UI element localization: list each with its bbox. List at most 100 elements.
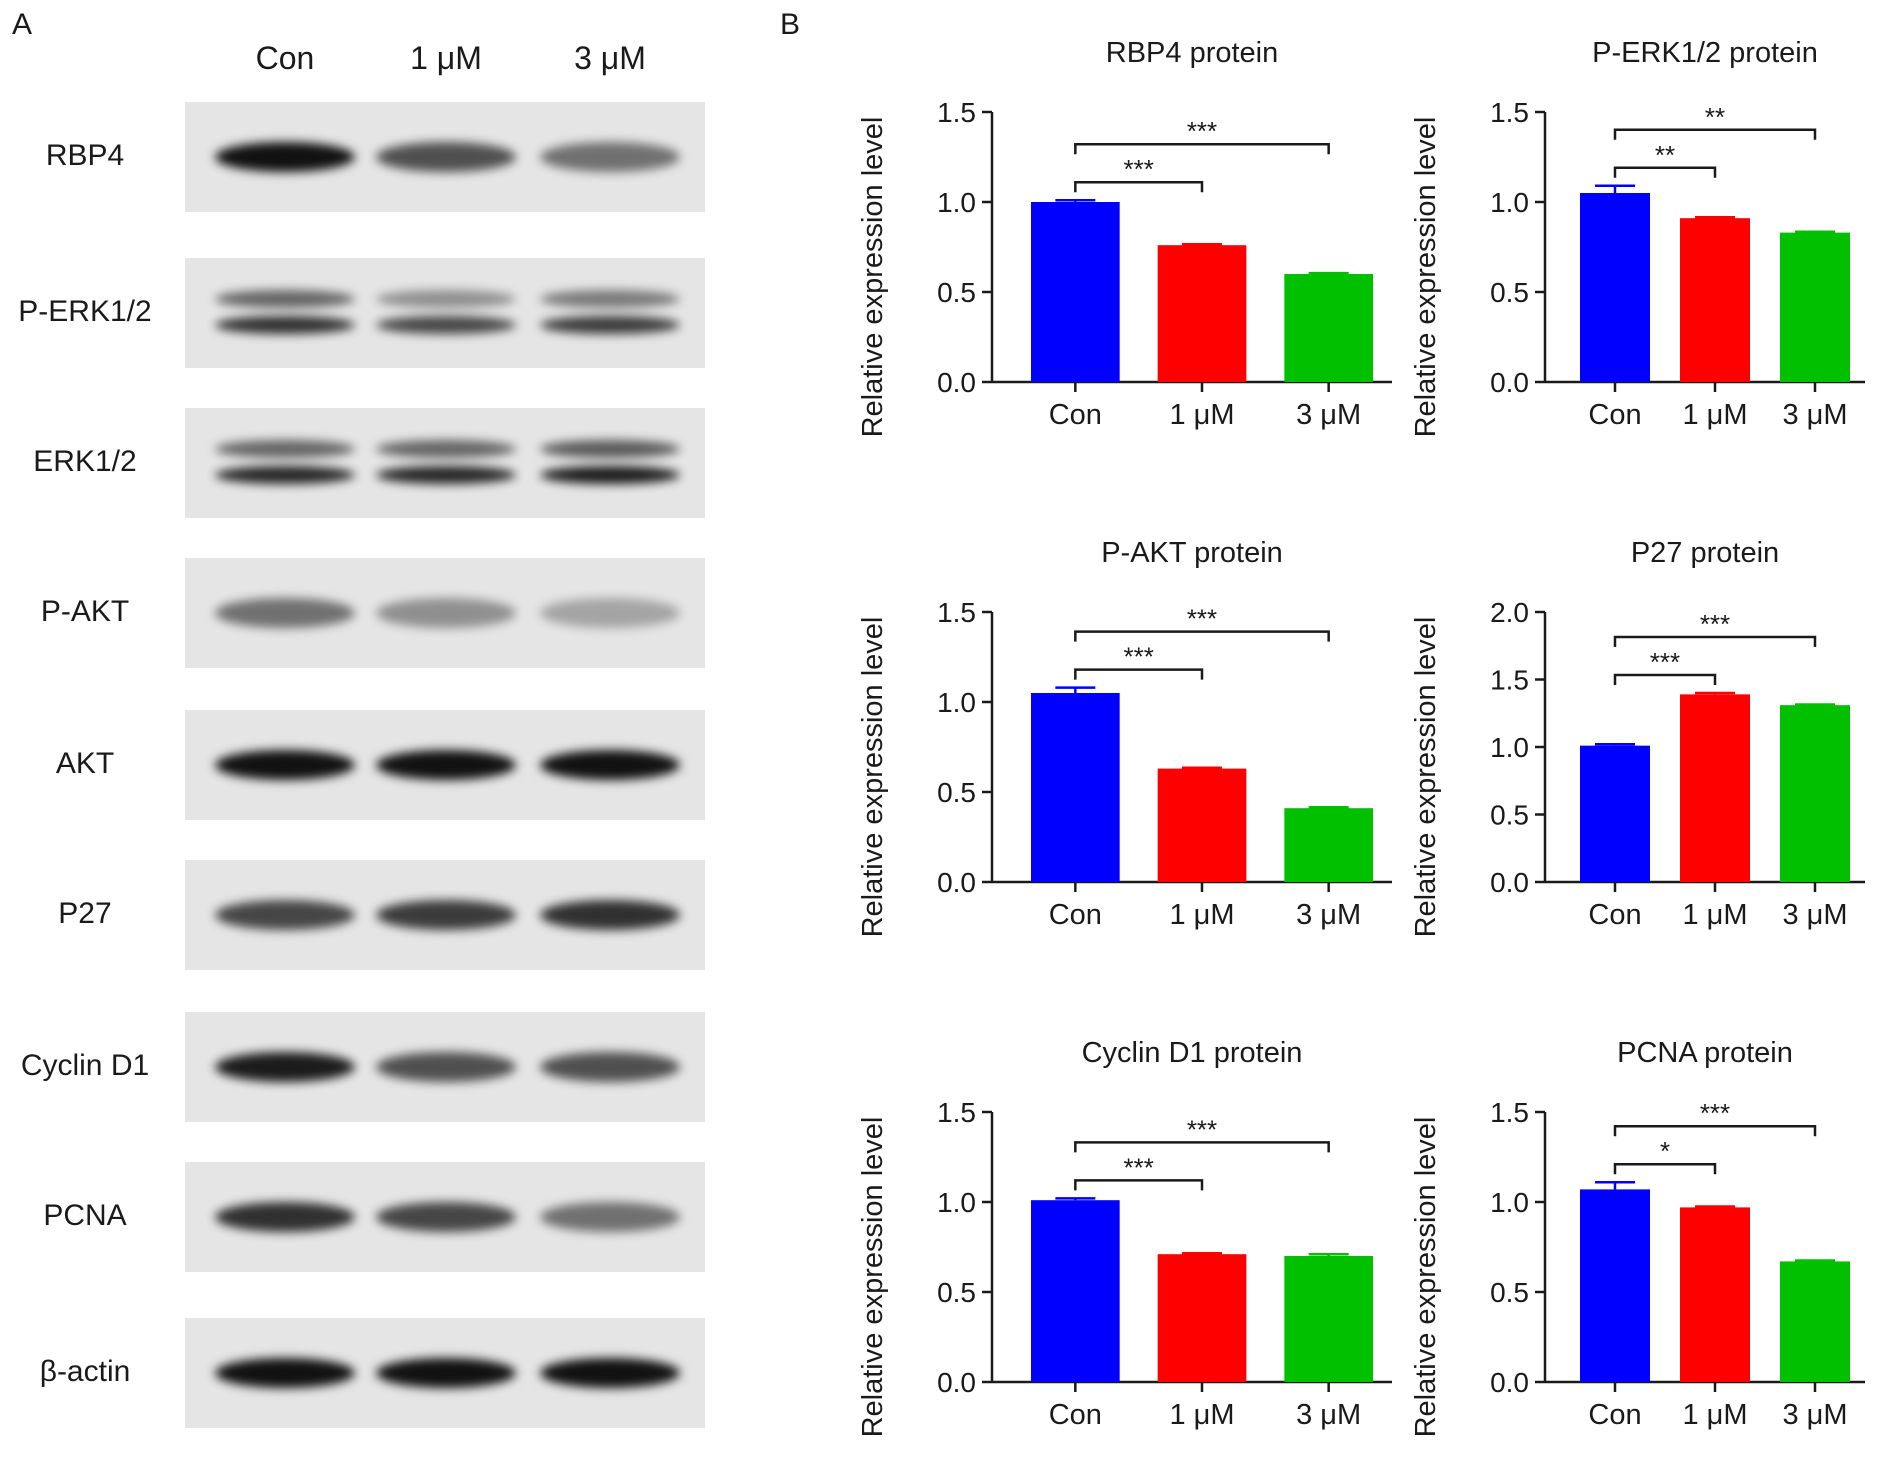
blot-row: Cyclin D1: [0, 1012, 720, 1122]
y-axis-label: Relative expression level: [1410, 117, 1442, 438]
protein-band: [215, 598, 355, 628]
y-axis-label: Relative expression level: [1410, 617, 1442, 938]
significance-label: *: [1660, 1136, 1670, 1166]
bar: [1780, 1261, 1850, 1382]
x-tick-label: 3 μM: [1782, 1399, 1847, 1431]
bar: [1031, 693, 1120, 882]
x-tick-label: 3 μM: [1296, 1399, 1361, 1431]
x-tick-label: 3 μM: [1296, 399, 1361, 431]
protein-band: [215, 1052, 355, 1082]
bar: [1284, 808, 1373, 882]
protein-band: [540, 290, 680, 308]
protein-band: [376, 290, 516, 308]
protein-band: [540, 440, 680, 458]
y-tick-label: 1.5: [1490, 1097, 1529, 1128]
lane-label: 1 μM: [410, 40, 482, 76]
lane-label: Con: [255, 40, 315, 76]
significance-bracket: [1613, 166, 1717, 178]
bar: [1580, 193, 1650, 382]
chart-title: P-ERK1/2 protein: [1592, 37, 1818, 69]
significance-label: ***: [1123, 642, 1153, 672]
blot-image: [185, 1318, 705, 1428]
panel-b-letter: B: [780, 8, 801, 41]
y-axis-label: Relative expression level: [857, 117, 889, 438]
blot-label: RBP4: [45, 139, 125, 172]
blot-row: P-ERK1/2: [0, 258, 720, 368]
significance-bracket: [1613, 673, 1717, 685]
protein-band: [540, 466, 680, 484]
significance-bracket: [1074, 668, 1204, 680]
bar: [1031, 1200, 1120, 1382]
y-tick-label: 1.0: [937, 187, 976, 218]
blot-image: [185, 860, 705, 970]
protein-band: [215, 290, 355, 308]
y-tick-label: 1.0: [1490, 732, 1529, 763]
protein-band: [540, 1052, 680, 1082]
bar-chart: P27 protein Relative expression level 0.0 0…: [1410, 537, 1865, 938]
y-tick-label: 0.0: [937, 1367, 976, 1398]
chart-title: PCNA protein: [1617, 1037, 1793, 1069]
protein-band: [540, 1202, 680, 1232]
significance-label: **: [1705, 102, 1725, 132]
x-tick-label: Con: [1588, 1399, 1641, 1431]
y-tick-label: 1.5: [1490, 665, 1529, 696]
y-tick-label: 0.5: [937, 277, 976, 308]
chart-title: P-AKT protein: [1101, 537, 1283, 569]
bar-chart: RBP4 protein Relative expression level 0.0…: [857, 37, 1392, 438]
bar-chart: PCNA protein Relative expression level 0.0…: [1410, 1037, 1865, 1437]
protein-band: [540, 900, 680, 930]
significance-bracket: [1613, 1124, 1817, 1137]
bar: [1284, 274, 1373, 382]
significance-label: ***: [1123, 154, 1153, 184]
y-tick-label: 0.0: [937, 367, 976, 398]
protein-band: [540, 316, 680, 334]
blot-label: P-AKT: [40, 595, 130, 628]
blot-row: P-AKT: [0, 558, 720, 668]
y-tick-label: 2.0: [1490, 597, 1529, 628]
significance-label: ***: [1123, 1152, 1153, 1182]
x-tick-label: Con: [1588, 899, 1641, 931]
x-tick-label: 1 μM: [1169, 899, 1234, 931]
y-tick-label: 1.0: [1490, 1187, 1529, 1218]
protein-band: [376, 1052, 516, 1082]
y-tick-label: 0.5: [1490, 277, 1529, 308]
x-tick-label: 3 μM: [1296, 899, 1361, 931]
protein-band: [215, 142, 355, 172]
bar: [1284, 1256, 1373, 1382]
protein-band: [215, 440, 355, 458]
blot-image: [185, 408, 705, 518]
x-tick-label: Con: [1588, 399, 1641, 431]
bar: [1680, 1207, 1750, 1382]
x-tick-label: 1 μM: [1169, 1399, 1234, 1431]
bar-chart: Cyclin D1 protein Relative expression lev…: [857, 1037, 1392, 1437]
y-tick-label: 0.0: [1490, 1367, 1529, 1398]
bar-chart: P-ERK1/2 protein Relative expression leve…: [1410, 37, 1865, 438]
y-tick-label: 0.5: [1490, 800, 1529, 831]
blot-row: PCNA: [0, 1162, 720, 1272]
x-tick-label: Con: [1049, 399, 1102, 431]
y-tick-label: 1.5: [1490, 97, 1529, 128]
significance-bracket: [1074, 1141, 1330, 1153]
protein-band: [376, 900, 516, 930]
blot-row: AKT: [0, 710, 720, 820]
protein-band: [540, 750, 680, 780]
chart-title: RBP4 protein: [1106, 37, 1279, 69]
blot-label: P-ERK1/2: [18, 295, 152, 328]
y-tick-label: 0.0: [1490, 367, 1529, 398]
blot-image: [185, 1162, 705, 1272]
protein-band: [540, 1358, 680, 1388]
bar-charts-panel: B RBP4 protein Relative expression level 0…: [770, 0, 1885, 1441]
protein-band: [376, 466, 516, 484]
protein-band: [215, 316, 355, 334]
blot-row: RBP4: [0, 102, 720, 212]
chart-title: Cyclin D1 protein: [1082, 1037, 1303, 1069]
y-tick-label: 1.0: [937, 687, 976, 718]
significance-label: ***: [1187, 604, 1217, 634]
bar: [1780, 705, 1850, 882]
bar: [1157, 768, 1247, 882]
protein-band: [376, 1358, 516, 1388]
blot-label: Cyclin D1: [20, 1049, 150, 1082]
protein-band: [215, 1358, 355, 1388]
panel-a-letter: A: [12, 8, 33, 41]
protein-band: [376, 440, 516, 458]
